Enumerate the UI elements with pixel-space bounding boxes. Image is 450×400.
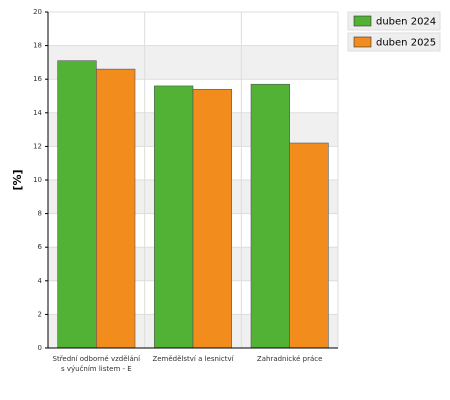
y-tick-label: 18 (33, 42, 42, 50)
y-tick-label: 8 (38, 210, 42, 218)
y-tick-label: 12 (33, 142, 42, 150)
x-tick-label: Zahradnické práce (256, 355, 323, 363)
y-tick-label: 14 (33, 109, 42, 117)
y-tick-label: 6 (38, 243, 43, 251)
y-axis-label: [%] (11, 169, 24, 190)
bar (192, 88, 232, 349)
y-tick-label: 4 (38, 277, 43, 285)
legend-swatch (353, 15, 372, 27)
legend-label: duben 2024 (376, 17, 436, 28)
y-tick-label: 0 (38, 344, 42, 352)
y-tick-label: 10 (33, 176, 42, 184)
y-tick-label: 20 (33, 8, 42, 16)
y-tick-label: 2 (38, 310, 42, 318)
x-tick-label: Střední odborné vzdělání s výučním liste… (52, 355, 141, 373)
y-tick-label: 16 (33, 75, 42, 83)
bar (250, 83, 290, 349)
bar (57, 60, 97, 349)
bar (289, 142, 329, 349)
legend-label: duben 2025 (376, 38, 436, 49)
bar (154, 85, 194, 349)
legend-swatch (353, 36, 372, 48)
bar (96, 68, 136, 349)
x-tick-label: Zemědělství a lesnictví (152, 355, 234, 363)
